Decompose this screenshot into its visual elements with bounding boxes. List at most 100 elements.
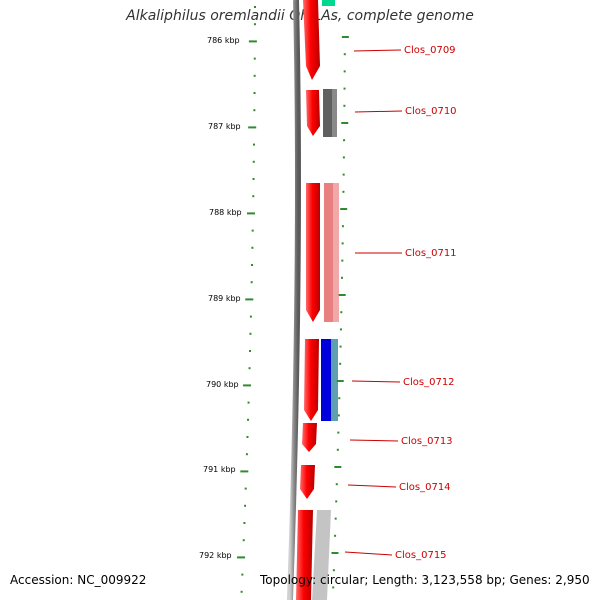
kbp-label-791: 791 kbp <box>203 465 236 474</box>
major-tick <box>248 40 257 43</box>
minor-tick <box>253 74 256 77</box>
gene-labels: Clos_0709 Clos_0710 Clos_0711 Clos_0712 … <box>395 45 457 561</box>
minor-tick <box>252 178 255 180</box>
inner-minor-tick <box>340 311 343 314</box>
inner-minor-tick <box>336 448 339 451</box>
kbp-label-787: 787 kbp <box>208 122 241 131</box>
cds-clos-0713 <box>302 423 317 452</box>
inner-major-tick <box>334 466 342 468</box>
leader-lines <box>344 49 403 556</box>
inner-minor-tick <box>339 345 342 348</box>
inner-minor-tick <box>332 569 335 572</box>
inner-minor-tick <box>343 104 346 107</box>
cds-features <box>296 0 320 600</box>
minor-tick <box>253 23 256 26</box>
inner-minor-tick <box>341 225 344 228</box>
minor-tick <box>253 6 256 8</box>
cds-clos-0709 <box>303 0 320 80</box>
minor-tick <box>253 57 256 60</box>
inner-minor-tick <box>342 156 345 159</box>
minor-tick <box>242 539 245 542</box>
inner-minor-tick <box>337 414 340 417</box>
minor-tick <box>251 229 254 232</box>
hit-pink-0711-shade <box>333 183 339 322</box>
gene-label-clos-0713: Clos_0713 <box>401 436 453 447</box>
scale-ticks <box>237 6 257 593</box>
inner-minor-tick <box>339 362 342 365</box>
gene-label-clos-0709: Clos_0709 <box>404 45 456 56</box>
inner-major-tick <box>340 208 348 210</box>
topology-text: Topology: circular; Length: 3,123,558 bp… <box>260 573 590 587</box>
leader-clos-0714 <box>347 484 397 488</box>
genome-backbone <box>287 0 301 600</box>
minor-tick <box>244 504 247 507</box>
cds-clos-0715 <box>296 510 313 600</box>
minor-tick <box>253 92 256 94</box>
cds-clos-0714 <box>300 465 315 499</box>
inner-minor-tick <box>341 276 344 279</box>
minor-tick <box>249 332 252 335</box>
minor-tick <box>252 160 255 163</box>
inner-minor-tick <box>342 173 345 176</box>
leader-clos-0710 <box>354 110 403 113</box>
inner-major-tick <box>331 552 339 554</box>
kbp-labels: 786 kbp 787 kbp 788 kbp 789 kbp 790 kbp … <box>199 36 242 560</box>
minor-tick <box>240 590 243 593</box>
major-tick <box>246 212 255 215</box>
kbp-label-788: 788 kbp <box>209 208 242 217</box>
minor-tick <box>252 195 255 198</box>
leader-clos-0713 <box>349 439 399 442</box>
inner-minor-tick <box>341 242 344 245</box>
inner-minor-tick <box>342 190 345 193</box>
cds-clos-0711 <box>306 183 320 322</box>
minor-tick <box>253 109 256 112</box>
minor-tick <box>251 264 254 266</box>
kbp-label-790: 790 kbp <box>206 380 239 389</box>
gene-label-clos-0710: Clos_0710 <box>405 106 457 117</box>
hit-green <box>322 0 335 6</box>
leader-clos-0709 <box>353 49 402 52</box>
inner-minor-tick <box>343 70 346 73</box>
hit-blue-0712 <box>321 339 331 421</box>
gene-label-clos-0711: Clos_0711 <box>405 248 457 259</box>
inner-minor-tick <box>341 259 344 262</box>
minor-tick <box>249 350 252 352</box>
inner-minor-tick <box>335 483 338 486</box>
minor-tick <box>244 487 247 490</box>
minor-tick <box>243 522 246 524</box>
minor-tick <box>241 573 244 576</box>
hit-gray-0710-shade <box>332 89 337 137</box>
inner-minor-tick <box>343 53 346 56</box>
inner-minor-tick <box>332 586 335 589</box>
inner-minor-tick <box>343 87 346 90</box>
map-title: Alkaliphilus oremlandii OhILAs, complete… <box>126 8 474 24</box>
kbp-label-786: 786 kbp <box>207 36 240 45</box>
kbp-label-792: 792 kbp <box>199 551 232 560</box>
leader-clos-0715 <box>344 551 393 556</box>
inner-major-tick <box>338 294 346 296</box>
minor-tick <box>248 367 251 370</box>
hit-lightgray-0715 <box>312 510 331 600</box>
minor-tick <box>246 436 249 438</box>
inner-minor-tick <box>343 139 346 142</box>
minor-tick <box>247 401 250 404</box>
cds-clos-0712 <box>304 339 319 421</box>
inner-minor-tick <box>337 431 340 434</box>
minor-tick <box>245 453 248 456</box>
inner-major-tick <box>336 380 344 382</box>
leader-clos-0712 <box>351 380 401 383</box>
major-tick <box>243 384 252 387</box>
inner-major-tick <box>341 36 349 38</box>
inner-minor-tick <box>339 328 342 331</box>
minor-tick <box>249 315 252 318</box>
gene-label-clos-0712: Clos_0712 <box>403 377 455 388</box>
cds-clos-0710 <box>306 90 320 136</box>
minor-tick <box>247 418 250 421</box>
minor-tick <box>251 246 254 249</box>
gene-label-clos-0715: Clos_0715 <box>395 550 447 561</box>
inner-minor-tick <box>334 534 337 537</box>
hit-teal-0712 <box>331 339 338 421</box>
inner-major-tick <box>341 122 349 124</box>
gene-label-clos-0714: Clos_0714 <box>399 482 451 493</box>
